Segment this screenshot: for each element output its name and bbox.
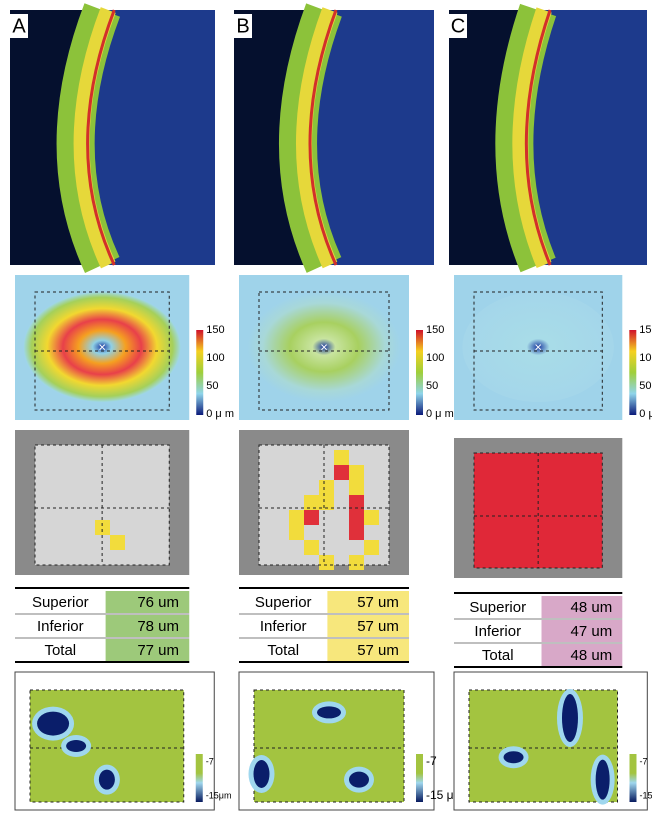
row-value: 57 um [357, 642, 399, 659]
defect-cell [110, 535, 125, 550]
row-label: Total [267, 642, 299, 659]
panel-label: A [12, 15, 26, 37]
colorbar [629, 330, 636, 415]
defect-cell [349, 465, 364, 480]
defect-cell [95, 520, 110, 535]
defect-cell [349, 525, 364, 540]
scale-label: 150 [206, 324, 224, 336]
defect-cell [304, 495, 319, 510]
panel-label: C [451, 15, 465, 37]
defect-cell [349, 480, 364, 495]
defect-cell [349, 555, 364, 570]
deviation-label: -7 [640, 756, 648, 766]
deviation-spot [562, 694, 578, 742]
deviation-spot [37, 712, 69, 736]
row-value: 76 um [137, 594, 179, 611]
row-label: Total [44, 642, 76, 659]
defect-cell [304, 510, 319, 525]
deviation-spot [66, 740, 86, 752]
row-label: Superior [32, 594, 89, 611]
deviation-spot [596, 760, 610, 800]
defect-cell [364, 540, 379, 555]
deviation-spot [317, 706, 341, 718]
deviation-label: -7 [426, 754, 437, 768]
row-value: 48 um [571, 599, 613, 616]
scale-label: 50 [206, 380, 218, 392]
defect-cell [289, 510, 304, 525]
row-label: Superior [469, 599, 526, 616]
row-label: Inferior [260, 618, 307, 635]
scale-label: 100 [426, 352, 444, 364]
scale-label: 100 [639, 352, 652, 364]
scale-label: 100 [206, 352, 224, 364]
deviation-spot [99, 770, 115, 790]
defect-cell [364, 510, 379, 525]
defect-cell [349, 510, 364, 525]
deviation-bar [416, 754, 423, 802]
defect-cell [289, 525, 304, 540]
deviation-spot [254, 760, 270, 788]
row-value: 57 um [357, 594, 399, 611]
defect-cell [304, 540, 319, 555]
deviation-label: -7 [206, 756, 214, 766]
panel-label: B [236, 15, 249, 37]
row-label: Inferior [474, 623, 521, 640]
colorbar [196, 330, 203, 415]
scale-label: 0 μ m [426, 408, 454, 420]
fovea-mark: × [98, 339, 106, 354]
defect-cell [319, 480, 334, 495]
deviation-label: -15μm [640, 790, 652, 800]
row-value: 57 um [357, 618, 399, 635]
defect-cell [334, 465, 349, 480]
scale-label: 0 μ m [206, 408, 234, 420]
deviation-bar [630, 754, 637, 802]
row-label: Superior [255, 594, 312, 611]
deviation-spot [349, 772, 369, 788]
scale-label: 50 [426, 380, 438, 392]
row-value: 48 um [571, 647, 613, 664]
deviation-spot [504, 751, 524, 763]
deviation-bar [196, 754, 203, 802]
scale-label: 50 [639, 380, 651, 392]
colorbar [416, 330, 423, 415]
row-value: 47 um [571, 623, 613, 640]
fovea-mark: × [534, 339, 542, 354]
defect-cell [334, 450, 349, 465]
scale-label: 150 [639, 324, 652, 336]
scale-label: 0 μ m [639, 408, 652, 420]
fovea-mark: × [320, 339, 328, 354]
row-value: 77 um [137, 642, 179, 659]
deviation-label: -15μm [206, 790, 232, 800]
row-label: Inferior [37, 618, 84, 635]
defect-cell [319, 555, 334, 570]
row-label: Total [482, 647, 514, 664]
scale-label: 150 [426, 324, 444, 336]
row-value: 78 um [137, 618, 179, 635]
